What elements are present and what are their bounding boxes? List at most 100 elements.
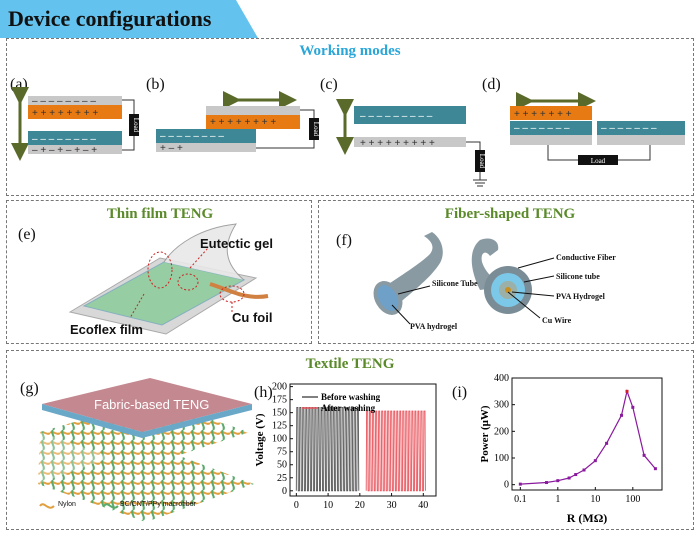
legend-bc: BC/CNT/PPy macrofiber (120, 501, 196, 508)
mode-d-diagram: + + + + + + + – – – – – – – – – – – – – … (510, 92, 685, 165)
load-label-a: Load (132, 118, 140, 133)
ecoflex-label: Ecoflex film (70, 322, 143, 337)
thin-film-title: Thin film TENG (106, 206, 214, 222)
power-ytick-label: 200 (494, 426, 509, 437)
svg-text:+ + + + + + + + +: + + + + + + + + + (360, 138, 435, 149)
power-point (605, 441, 609, 445)
power-series (518, 389, 657, 486)
label-e: (e) (18, 226, 36, 243)
legend-before: Before washing (321, 392, 381, 402)
voltage-ytick-label: 75 (277, 447, 287, 458)
working-modes-title: Working modes (299, 43, 401, 59)
fabric-label: Fabric-based TENG (94, 397, 210, 412)
label-i: (i) (452, 384, 468, 401)
voltage-ticks: 0 10 20 30 40 0 25 50 75 100 125 150 175 200 (272, 382, 428, 511)
label-h: (h) (254, 384, 273, 401)
label-f: (f) (336, 232, 352, 249)
svg-text:+ + + + + + + +: + + + + + + + + (210, 117, 276, 128)
fiber-panel (318, 200, 694, 344)
voltage-ytick-label: 50 (277, 460, 287, 471)
svg-text:+ + + + + + + +: + + + + + + + + (32, 108, 98, 119)
svg-text:– – – – – – – –: – – – – – – – – (32, 134, 96, 145)
mode-a-diagram: – – – – – – – – + + + + + + + + – – – – … (11, 87, 139, 161)
cu-foil-label: Cu foil (232, 310, 273, 325)
power-xtick-label: 100 (625, 494, 640, 505)
power-point (642, 453, 646, 457)
power-ytick-label: 400 (494, 373, 509, 384)
thin-film-panel (6, 200, 312, 344)
load-label-c: Load (478, 154, 486, 169)
power-xtick-label: 1 (555, 494, 560, 505)
textile-panel (6, 350, 694, 530)
voltage-series-1 (365, 410, 426, 492)
power-ytick-label: 300 (494, 400, 509, 411)
power-point (518, 482, 522, 486)
label-b: (b) (146, 76, 165, 93)
load-label-b: Load (312, 122, 320, 137)
power-ytick-label: 100 (494, 453, 509, 464)
voltage-ylabel: Voltage (V) (254, 413, 266, 466)
power-point (631, 405, 635, 409)
power-point (545, 481, 549, 485)
textile-title: Textile TENG (305, 356, 395, 372)
fiber-conductive: Conductive Fiber (556, 253, 616, 262)
label-c: (c) (320, 76, 338, 93)
power-xtick-label: 10 (590, 494, 600, 505)
fiber-pva-left: PVA hydrogel (410, 322, 458, 331)
load-label-d: Load (591, 157, 606, 165)
power-point (582, 468, 586, 472)
label-d: (d) (482, 76, 501, 93)
power-curve (520, 389, 656, 485)
power-point (574, 473, 578, 477)
voltage-xtick-label: 10 (323, 500, 333, 511)
voltage-xtick-label: 30 (387, 500, 397, 511)
svg-text:– – – – – – – –: – – – – – – – – (160, 131, 224, 142)
voltage-xtick-label: 0 (294, 500, 299, 511)
power-point (620, 413, 624, 417)
svg-text:– + – + – + – +: – + – + – + – + (32, 145, 97, 156)
nylon-legend-icon (39, 503, 55, 509)
fiber-title: Fiber-shaped TENG (444, 206, 576, 222)
page-title: Device configurations (8, 6, 212, 31)
power-point (593, 459, 597, 463)
voltage-ytick-label: 100 (272, 434, 287, 445)
power-point (556, 479, 560, 483)
legend-nylon: Nylon (58, 501, 76, 508)
voltage-ytick-label: 0 (282, 486, 287, 497)
mode-c-diagram: – – – – – – – – – + + + + + + + + + (336, 99, 487, 187)
voltage-ytick-label: 150 (272, 408, 287, 419)
power-point (653, 467, 657, 471)
svg-text:– – – – – – – –: – – – – – – – – (32, 96, 96, 107)
voltage-xtick-label: 40 (418, 500, 428, 511)
bc-legend-icon (103, 503, 119, 509)
power-plot-frame (511, 377, 663, 491)
header-banner (0, 0, 258, 38)
power-xtick-label: 0.1 (514, 494, 527, 505)
power-ylabel: Power (μW) (479, 405, 491, 462)
power-ticks: 0.1 1 10 100 0 100 200 300 400 (494, 373, 640, 505)
voltage-xtick-label: 20 (355, 500, 365, 511)
fiber-silicone-tube-left: Silicone Tube (432, 279, 478, 288)
svg-text:– – – – – – –: – – – – – – – (601, 123, 657, 134)
voltage-ytick-label: 175 (272, 395, 287, 406)
fiber-pva-right: PVA Hydrogel (556, 292, 605, 301)
power-point (625, 389, 629, 393)
svg-text:+ – +: + – + (160, 143, 183, 154)
voltage-plot-frame (289, 383, 437, 497)
svg-text:– – – – – – – – –: – – – – – – – – – (360, 111, 433, 122)
voltage-ytick-label: 125 (272, 421, 287, 432)
legend-after: After washing (321, 403, 376, 413)
power-point (567, 476, 571, 480)
voltage-ytick-label: 200 (272, 382, 287, 393)
eutectic-label: Eutectic gel (200, 236, 273, 251)
power-xlabel: R (MΩ) (567, 511, 608, 525)
fiber-cu-wire: Cu Wire (542, 316, 572, 325)
working-modes-panel (6, 38, 694, 196)
